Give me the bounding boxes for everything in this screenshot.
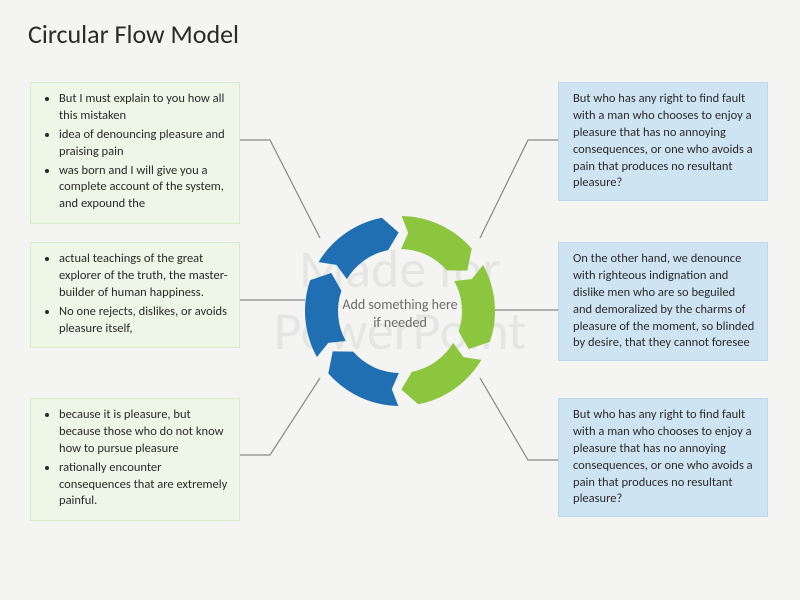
left-box-3-list: because it is pleasure, but because thos… [45,407,229,510]
ring-segment-2 [454,265,495,349]
ring-segment-3 [401,343,481,404]
list-item: was born and I will give you a complete … [59,163,229,214]
list-item: rationally encounter consequences that a… [59,460,229,511]
circular-flow-ring: Add something here if needed [290,201,510,426]
right-box-3: But who has any right to find fault with… [558,398,768,517]
left-box-2: actual teachings of the great explorer o… [30,242,240,348]
ring-segment-1 [401,216,472,271]
page-title: Circular Flow Model [28,18,239,50]
ring-center-text: Add something here if needed [340,295,460,331]
list-item: But I must explain to you how all this m… [59,91,229,125]
right-box-1: But who has any right to find fault with… [558,82,768,201]
list-item: idea of denouncing pleasure and praising… [59,127,229,161]
left-box-2-list: actual teachings of the great explorer o… [45,251,229,337]
list-item: because it is pleasure, but because thos… [59,407,229,458]
list-item: actual teachings of the great explorer o… [59,251,229,302]
left-box-3: because it is pleasure, but because thos… [30,398,240,521]
left-box-1: But I must explain to you how all this m… [30,82,240,224]
list-item: No one rejects, dislikes, or avoids plea… [59,304,229,338]
left-box-1-list: But I must explain to you how all this m… [45,91,229,213]
right-box-2: On the other hand, we denounce with righ… [558,242,768,361]
ring-segment-6 [319,218,399,279]
ring-segment-4 [328,351,399,406]
